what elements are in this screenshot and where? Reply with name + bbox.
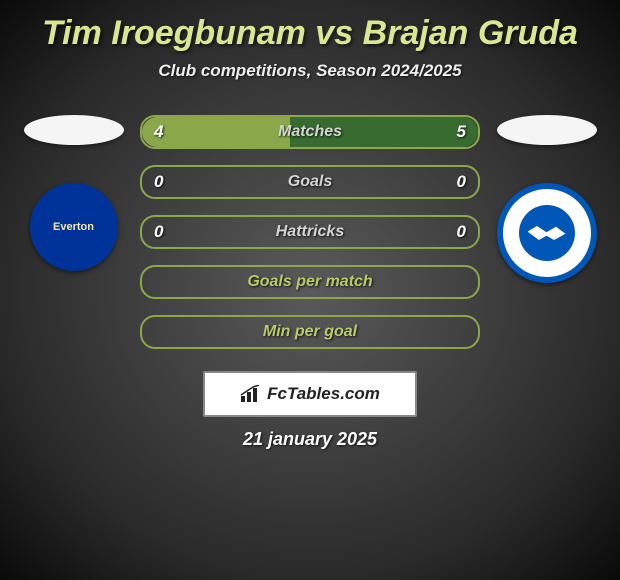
snapshot-date: 21 january 2025 (0, 429, 620, 450)
player-left-column: Everton (21, 115, 126, 271)
stat-bar: Goals per match (140, 265, 480, 299)
player-right-column (494, 115, 599, 283)
stat-value-left: 0 (154, 222, 163, 242)
stat-label: Goals per match (247, 273, 372, 291)
chart-icon (240, 385, 262, 403)
crest-text: Everton (53, 222, 94, 233)
stat-value-right: 5 (457, 122, 466, 142)
everton-crest-icon: Everton (30, 183, 118, 271)
stat-bar: Min per goal (140, 315, 480, 349)
stat-bar: 0 Hattricks 0 (140, 215, 480, 249)
stat-label: Matches (278, 123, 342, 141)
stat-bar: 0 Goals 0 (140, 165, 480, 199)
stat-value-left: 4 (154, 122, 163, 142)
stat-value-right: 0 (457, 172, 466, 192)
competition-subtitle: Club competitions, Season 2024/2025 (0, 61, 620, 81)
brighton-inner-circle (519, 205, 575, 261)
fctables-logo: FcTables.com (203, 371, 417, 417)
stat-bars: 4 Matches 5 0 Goals 0 0 Hattricks 0 Goals per mat… (140, 115, 480, 349)
brighton-crest-icon (497, 183, 597, 283)
stat-label: Min per goal (263, 323, 357, 341)
player-right-photo-placeholder (497, 115, 597, 145)
comparison-title: Tim Iroegbunam vs Brajan Gruda (0, 14, 620, 53)
bar-fill-left (142, 117, 290, 147)
seagull-icon (528, 226, 566, 240)
stat-value-right: 0 (457, 222, 466, 242)
stat-bar: 4 Matches 5 (140, 115, 480, 149)
stat-label: Goals (288, 173, 332, 191)
comparison-body: Everton 4 Matches 5 0 Goals 0 0 Hattricks 0 Goals… (0, 115, 620, 349)
stat-value-left: 0 (154, 172, 163, 192)
logo-text: FcTables.com (267, 384, 380, 404)
stat-label: Hattricks (276, 223, 344, 241)
player-left-photo-placeholder (24, 115, 124, 145)
